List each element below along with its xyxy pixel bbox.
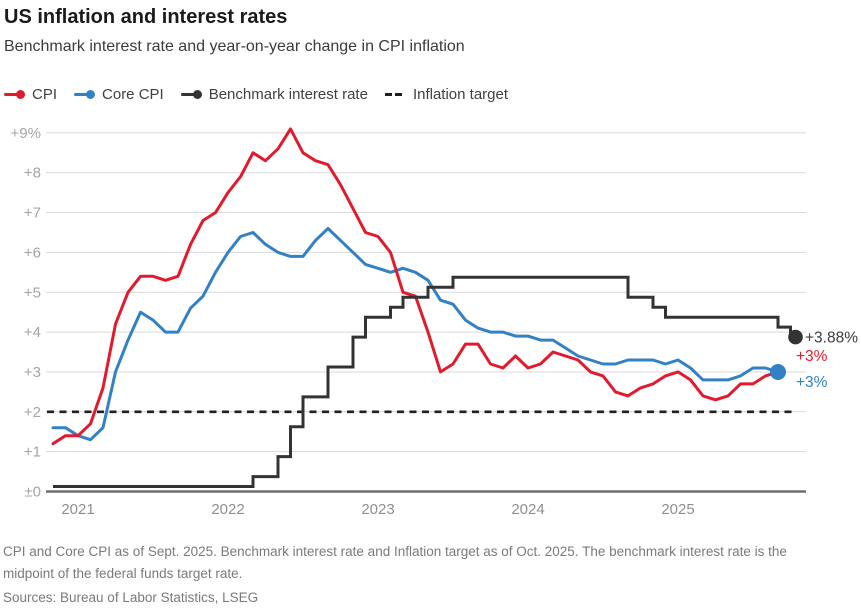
legend: CPI Core CPI Benchmark interest rate Inf… bbox=[4, 86, 508, 103]
legend-item-inflation-target: Inflation target bbox=[384, 86, 509, 103]
y-tick-label: +6 bbox=[24, 244, 41, 261]
y-tick-label: +9% bbox=[11, 125, 41, 142]
inflation-chart: ±0 +1 +2 +3 +4 +5 +6 +7 +8 +9% 2021 2022 2023 2024 202… bbox=[11, 125, 859, 518]
core-cpi-line-dot-icon bbox=[74, 90, 96, 100]
page-title: US inflation and interest rates bbox=[4, 6, 288, 28]
cpi-end-label: +3% bbox=[796, 348, 828, 365]
x-tick-label: 2025 bbox=[661, 501, 694, 518]
chart-footnote: CPI and Core CPI as of Sept. 2025. Bench… bbox=[3, 544, 787, 581]
y-tick-label: +2 bbox=[24, 404, 41, 421]
x-tick-label: 2023 bbox=[361, 501, 394, 518]
cpi-line-dot-icon bbox=[4, 90, 25, 100]
x-tick-label: 2021 bbox=[61, 501, 94, 518]
chart-source: Sources: Bureau of Labor Statistics, LSE… bbox=[3, 590, 259, 605]
cpi-line bbox=[51, 127, 780, 446]
x-tick-label: 2022 bbox=[211, 501, 244, 518]
benchmark-line bbox=[53, 275, 796, 488]
chart-subtitle: Benchmark interest rate and year-on-year… bbox=[4, 38, 465, 55]
y-tick-label: +5 bbox=[24, 284, 41, 301]
legend-label-core-cpi: Core CPI bbox=[102, 86, 164, 103]
legend-label-inflation-target: Inflation target bbox=[412, 86, 509, 103]
benchmark-line-dot-icon bbox=[180, 90, 202, 100]
legend-item-core-cpi: Core CPI bbox=[74, 86, 164, 103]
y-tick-label: +3 bbox=[24, 364, 41, 381]
y-tick-label: +1 bbox=[24, 444, 41, 461]
core-cpi-line bbox=[51, 227, 780, 442]
core-cpi-end-label: +3% bbox=[796, 374, 828, 391]
dashed-line-icon bbox=[384, 90, 406, 100]
core-cpi-end-dot bbox=[770, 363, 786, 380]
legend-label-benchmark: Benchmark interest rate bbox=[208, 86, 368, 103]
y-tick-label: +7 bbox=[24, 205, 41, 222]
y-tick-label: +8 bbox=[24, 165, 41, 182]
legend-item-cpi: CPI bbox=[4, 86, 57, 103]
x-tick-label: 2024 bbox=[511, 501, 544, 518]
y-tick-label: +4 bbox=[24, 324, 41, 341]
benchmark-end-label: +3.88% bbox=[805, 330, 858, 347]
y-tick-label: ±0 bbox=[24, 484, 41, 501]
benchmark-end-dot bbox=[788, 329, 803, 345]
legend-item-benchmark: Benchmark interest rate bbox=[180, 86, 368, 103]
legend-label-cpi: CPI bbox=[32, 86, 58, 103]
